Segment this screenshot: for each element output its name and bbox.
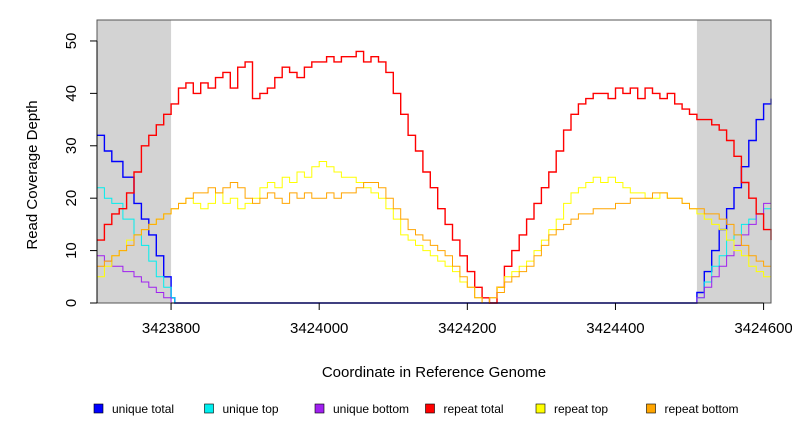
y-tick-label: 40 <box>63 85 80 102</box>
x-tick-label: 3424600 <box>734 320 792 337</box>
y-ticks: 0 10 20 30 40 50 <box>63 33 97 307</box>
legend-item-repeat-top: repeat top <box>535 402 608 416</box>
series-line-repeat-top <box>97 161 771 304</box>
shaded-region-2 <box>696 20 771 303</box>
y-tick-label: 20 <box>63 190 80 207</box>
y-tick-label: 30 <box>63 137 80 154</box>
x-tick-label: 3424400 <box>586 320 644 337</box>
legend-swatch <box>646 403 656 414</box>
series-line-repeat-total <box>97 50 772 304</box>
shaded-regions <box>97 20 771 303</box>
legend-swatch <box>425 403 435 414</box>
x-axis-title: Coordinate in Reference Genome <box>322 364 546 381</box>
shaded-region-1 <box>97 20 172 303</box>
legend: unique total unique top unique bottom repea… <box>93 402 739 416</box>
legend-swatch <box>204 403 214 414</box>
legend-swatch <box>93 403 104 414</box>
y-tick-label: 0 <box>63 299 80 307</box>
y-axis-title: Read Coverage Depth <box>24 100 41 249</box>
legend-label: unique bottom <box>333 402 409 416</box>
x-ticks: 3423800 3424000 3424200 3424400 3424600 <box>142 303 792 337</box>
legend-label: repeat total <box>444 402 504 416</box>
legend-label: repeat top <box>554 402 608 416</box>
axes: 3423800 3424000 3424200 3424400 3424600 0 10 2… <box>63 33 792 337</box>
y-tick-label: 10 <box>63 242 80 259</box>
legend-item-repeat-total: repeat total <box>425 402 504 416</box>
legend-label: repeat bottom <box>665 402 739 416</box>
legend-item-unique-bottom: unique bottom <box>314 402 409 416</box>
legend-item-unique-total: unique total <box>93 402 174 416</box>
legend-swatch <box>535 403 546 414</box>
legend-label: unique top <box>223 402 279 416</box>
series-line-repeat-bottom <box>97 182 772 304</box>
legend-swatch <box>314 403 325 414</box>
x-tick-label: 3423800 <box>142 320 200 337</box>
plot-frame <box>96 19 772 304</box>
y-tick-label: 50 <box>63 33 80 50</box>
x-tick-label: 3424000 <box>290 320 348 337</box>
legend-item-repeat-bottom: repeat bottom <box>646 402 739 416</box>
x-tick-label: 3424200 <box>438 320 496 337</box>
series-line-unique-total <box>97 98 772 304</box>
legend-label: unique total <box>112 402 174 416</box>
series-line-unique-bottom <box>97 198 772 304</box>
series-lines <box>97 50 772 304</box>
legend-item-unique-top: unique top <box>204 402 279 416</box>
